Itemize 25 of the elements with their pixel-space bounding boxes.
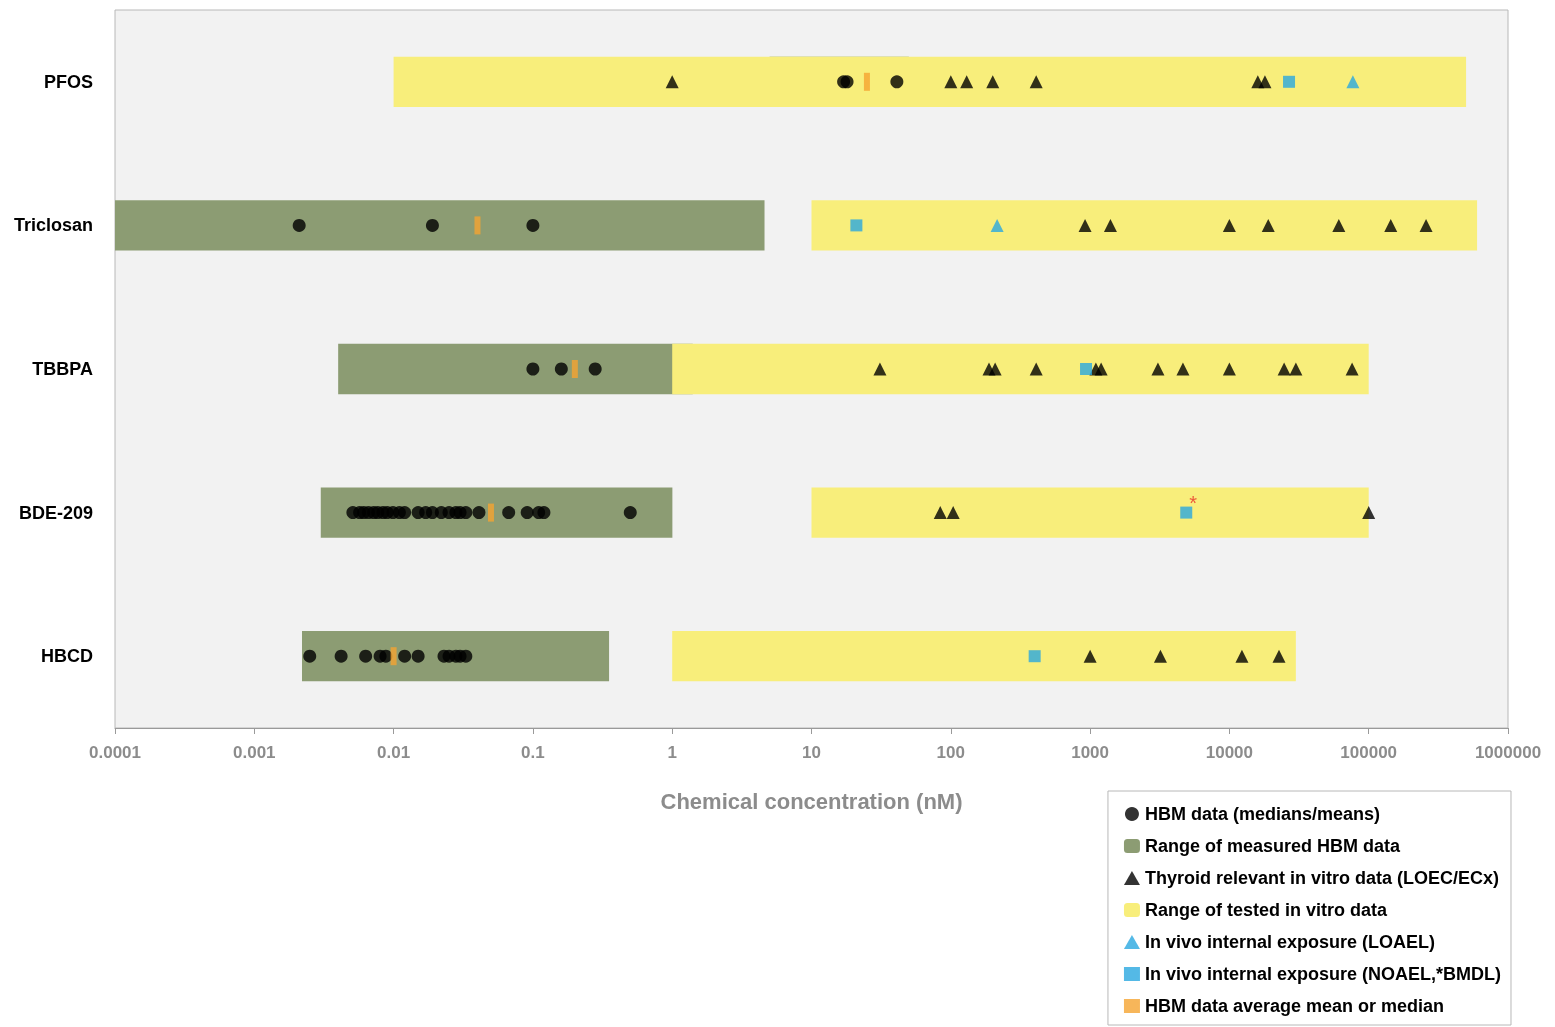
y-tick-label: TBBPA (32, 359, 93, 379)
x-tick-label: 10 (802, 743, 821, 762)
x-tick-label: 1000 (1071, 743, 1110, 762)
x-tick-label: 0.001 (233, 743, 276, 762)
x-tick-label: 10000 (1205, 743, 1254, 762)
legend-label: In vivo internal exposure (LOAEL) (1144, 932, 1436, 952)
x-tick-label: 1000000 (1474, 743, 1542, 762)
legend-label: HBM data (medians/means) (1144, 804, 1381, 824)
legend-label: Thyroid relevant in vitro data (LOEC/ECx) (1144, 868, 1500, 888)
legend-label: Range of tested in vitro data (1144, 900, 1388, 920)
x-tick-label: 0.01 (377, 743, 411, 762)
legend-label: In vivo internal exposure (NOAEL,*BMDL) (1144, 964, 1502, 984)
y-tick-label: PFOS (43, 71, 93, 92)
y-tick-label: BDE-209 (18, 502, 93, 523)
x-axis-title: Chemical concentration (nM) (660, 788, 963, 814)
x-tick-label: 0.1 (521, 743, 545, 762)
annotation: * (1189, 491, 1198, 514)
x-tick-label: 0.0001 (89, 743, 141, 762)
x-tick-label: 1 (667, 743, 677, 762)
legend-label: Range of measured HBM data (1144, 836, 1401, 856)
legend-label: HBM data average mean or median (1144, 996, 1445, 1016)
y-tick-label: HBCD (41, 646, 93, 667)
x-tick-label: 100000 (1340, 743, 1398, 762)
y-tick-label: Triclosan (13, 215, 93, 236)
x-tick-label: 100 (936, 743, 965, 762)
